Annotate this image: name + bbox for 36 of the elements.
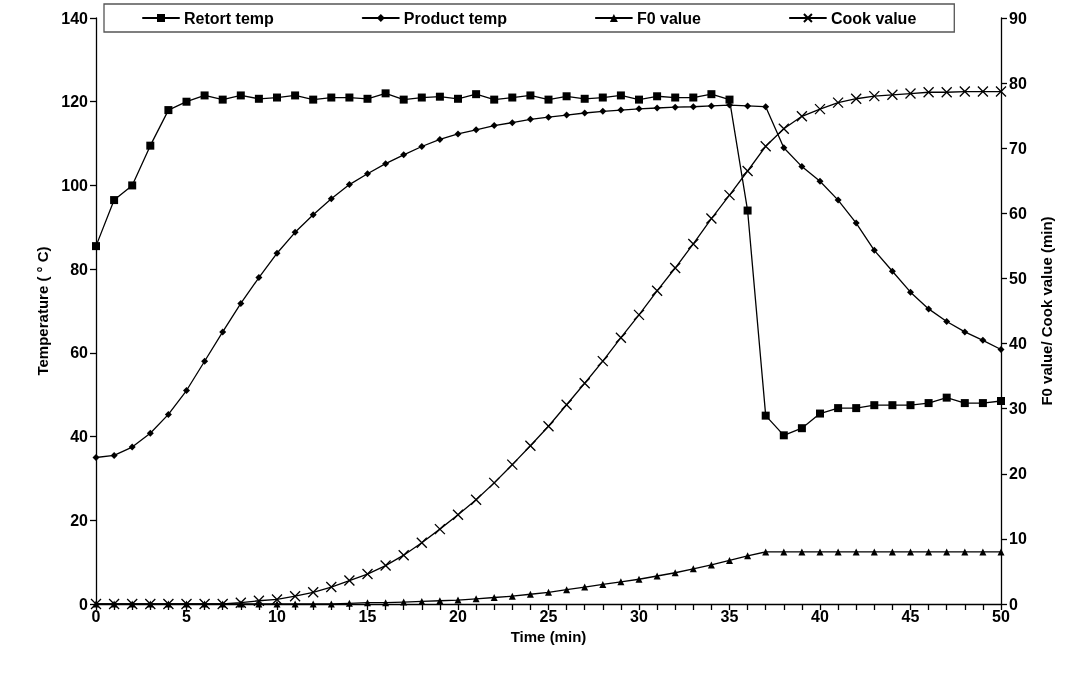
y2-tick-label: 80	[1009, 74, 1027, 92]
legend-label: F0 value	[636, 9, 702, 27]
y2-tick-label: 40	[1009, 335, 1027, 353]
y-tick-label: 120	[61, 93, 89, 111]
x-tick-label: 40	[811, 607, 829, 625]
y-tick-label: 100	[61, 176, 89, 194]
y-tick-label: 0	[79, 595, 89, 613]
y2-tick-label: 10	[1009, 530, 1027, 548]
y-tick-label: 60	[70, 344, 89, 362]
y-tick-label: 20	[70, 511, 89, 529]
y-tick-label: 80	[70, 260, 89, 278]
y2-tick-label: 0	[1009, 595, 1018, 613]
x-tick-label: 45	[901, 607, 920, 625]
y2-tick-label: 50	[1009, 269, 1027, 287]
y2-tick-label: 60	[1009, 204, 1027, 222]
legend-label: Cook value	[830, 9, 917, 27]
y2-tick-label: 90	[1009, 9, 1027, 27]
x-tick-label: 30	[630, 607, 648, 625]
y-tick-label: 40	[70, 428, 89, 446]
legend-label: Product temp	[403, 9, 508, 27]
x-tick-label: 5	[182, 607, 192, 625]
x-axis-title: Time (min)	[510, 627, 587, 645]
x-tick-label: 0	[91, 607, 101, 625]
y2-tick-label: 20	[1009, 465, 1027, 483]
x-tick-label: 15	[358, 607, 377, 625]
x-tick-label: 25	[539, 607, 558, 625]
y2-tick-label: 70	[1009, 139, 1027, 157]
x-tick-label: 35	[720, 607, 739, 625]
x-tick-label: 20	[449, 607, 467, 625]
y2-axis-title: F0 value/ Cook value (min)	[1038, 216, 1055, 406]
legend-label: Retort temp	[184, 9, 275, 27]
x-tick-label: 50	[992, 607, 1010, 625]
y2-tick-label: 30	[1009, 400, 1027, 418]
y-tick-label: 140	[61, 9, 89, 27]
x-tick-label: 10	[268, 607, 286, 625]
y-axis-title: Temperature ( ° C)	[34, 246, 52, 376]
